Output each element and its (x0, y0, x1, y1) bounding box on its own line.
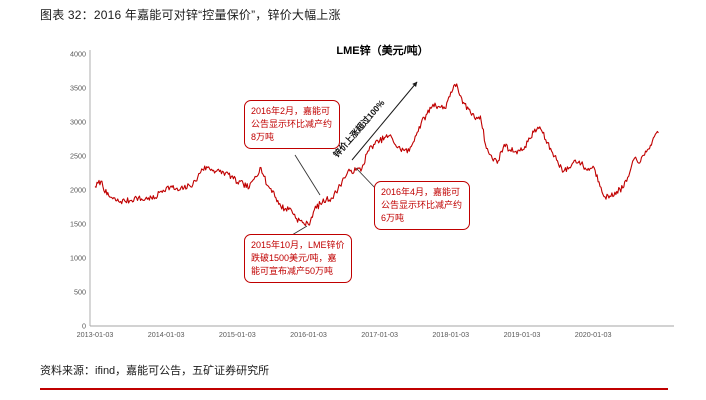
x-tick-label: 2019-01-03 (504, 330, 541, 339)
annotation-apr2016: 2016年4月，嘉能可公告显示环比减产约6万吨 (374, 181, 470, 231)
zinc-price-chart: LME锌（美元/吨） 0 500 1000 1500 2000 2500 3000 3500 4… (40, 38, 690, 350)
y-tick-label: 1000 (70, 254, 86, 263)
y-tick-label: 500 (74, 288, 86, 297)
x-tick-label: 2014-01-03 (148, 330, 185, 339)
chart-title: LME锌（美元/吨） (336, 45, 429, 57)
x-tick-label: 2016-01-03 (290, 330, 327, 339)
x-tick-label: 2018-01-03 (432, 330, 469, 339)
annotation-connector-feb2016 (294, 154, 321, 196)
x-tick-label: 2013-01-03 (77, 330, 114, 339)
y-tick-label: 1500 (70, 220, 86, 229)
y-tick-label: 2500 (70, 152, 86, 161)
y-tick-label: 3500 (70, 84, 86, 93)
figure-title: 图表 32：2016 年嘉能可对锌“控量保价”，锌价大幅上涨 (40, 8, 341, 22)
y-tick-label: 3000 (70, 118, 86, 127)
annotation-lines (291, 81, 418, 236)
plot-area: 0 500 1000 1500 2000 2500 3000 3500 4000 2013-01-… (70, 50, 674, 339)
x-tick-label: 2020-01-03 (575, 330, 612, 339)
y-tick-label: 4000 (70, 50, 86, 59)
zinc-price-line (94, 83, 659, 227)
y-tick-label: 0 (82, 322, 86, 331)
annotation-connector-oct2015 (291, 225, 308, 236)
annotation-connector-apr2016 (355, 167, 378, 191)
y-tick-label: 2000 (70, 186, 86, 195)
price-rise-arrow (351, 81, 418, 161)
annotation-oct2015: 2015年10月，LME锌价跌破1500美元/吨，嘉能可宣布减产50万吨 (244, 234, 352, 284)
source-note: 资料来源：ifind，嘉能可公告，五矿证券研究所 (40, 365, 270, 377)
chart-canvas: 0 500 1000 1500 2000 2500 3000 3500 4000 2013-01-… (70, 50, 674, 339)
annotation-feb2016: 2016年2月，嘉能可公告显示环比减产约8万吨 (244, 100, 340, 150)
x-tick-label: 2015-01-03 (219, 330, 256, 339)
x-tick-label: 2017-01-03 (361, 330, 398, 339)
bottom-rule (40, 388, 668, 390)
